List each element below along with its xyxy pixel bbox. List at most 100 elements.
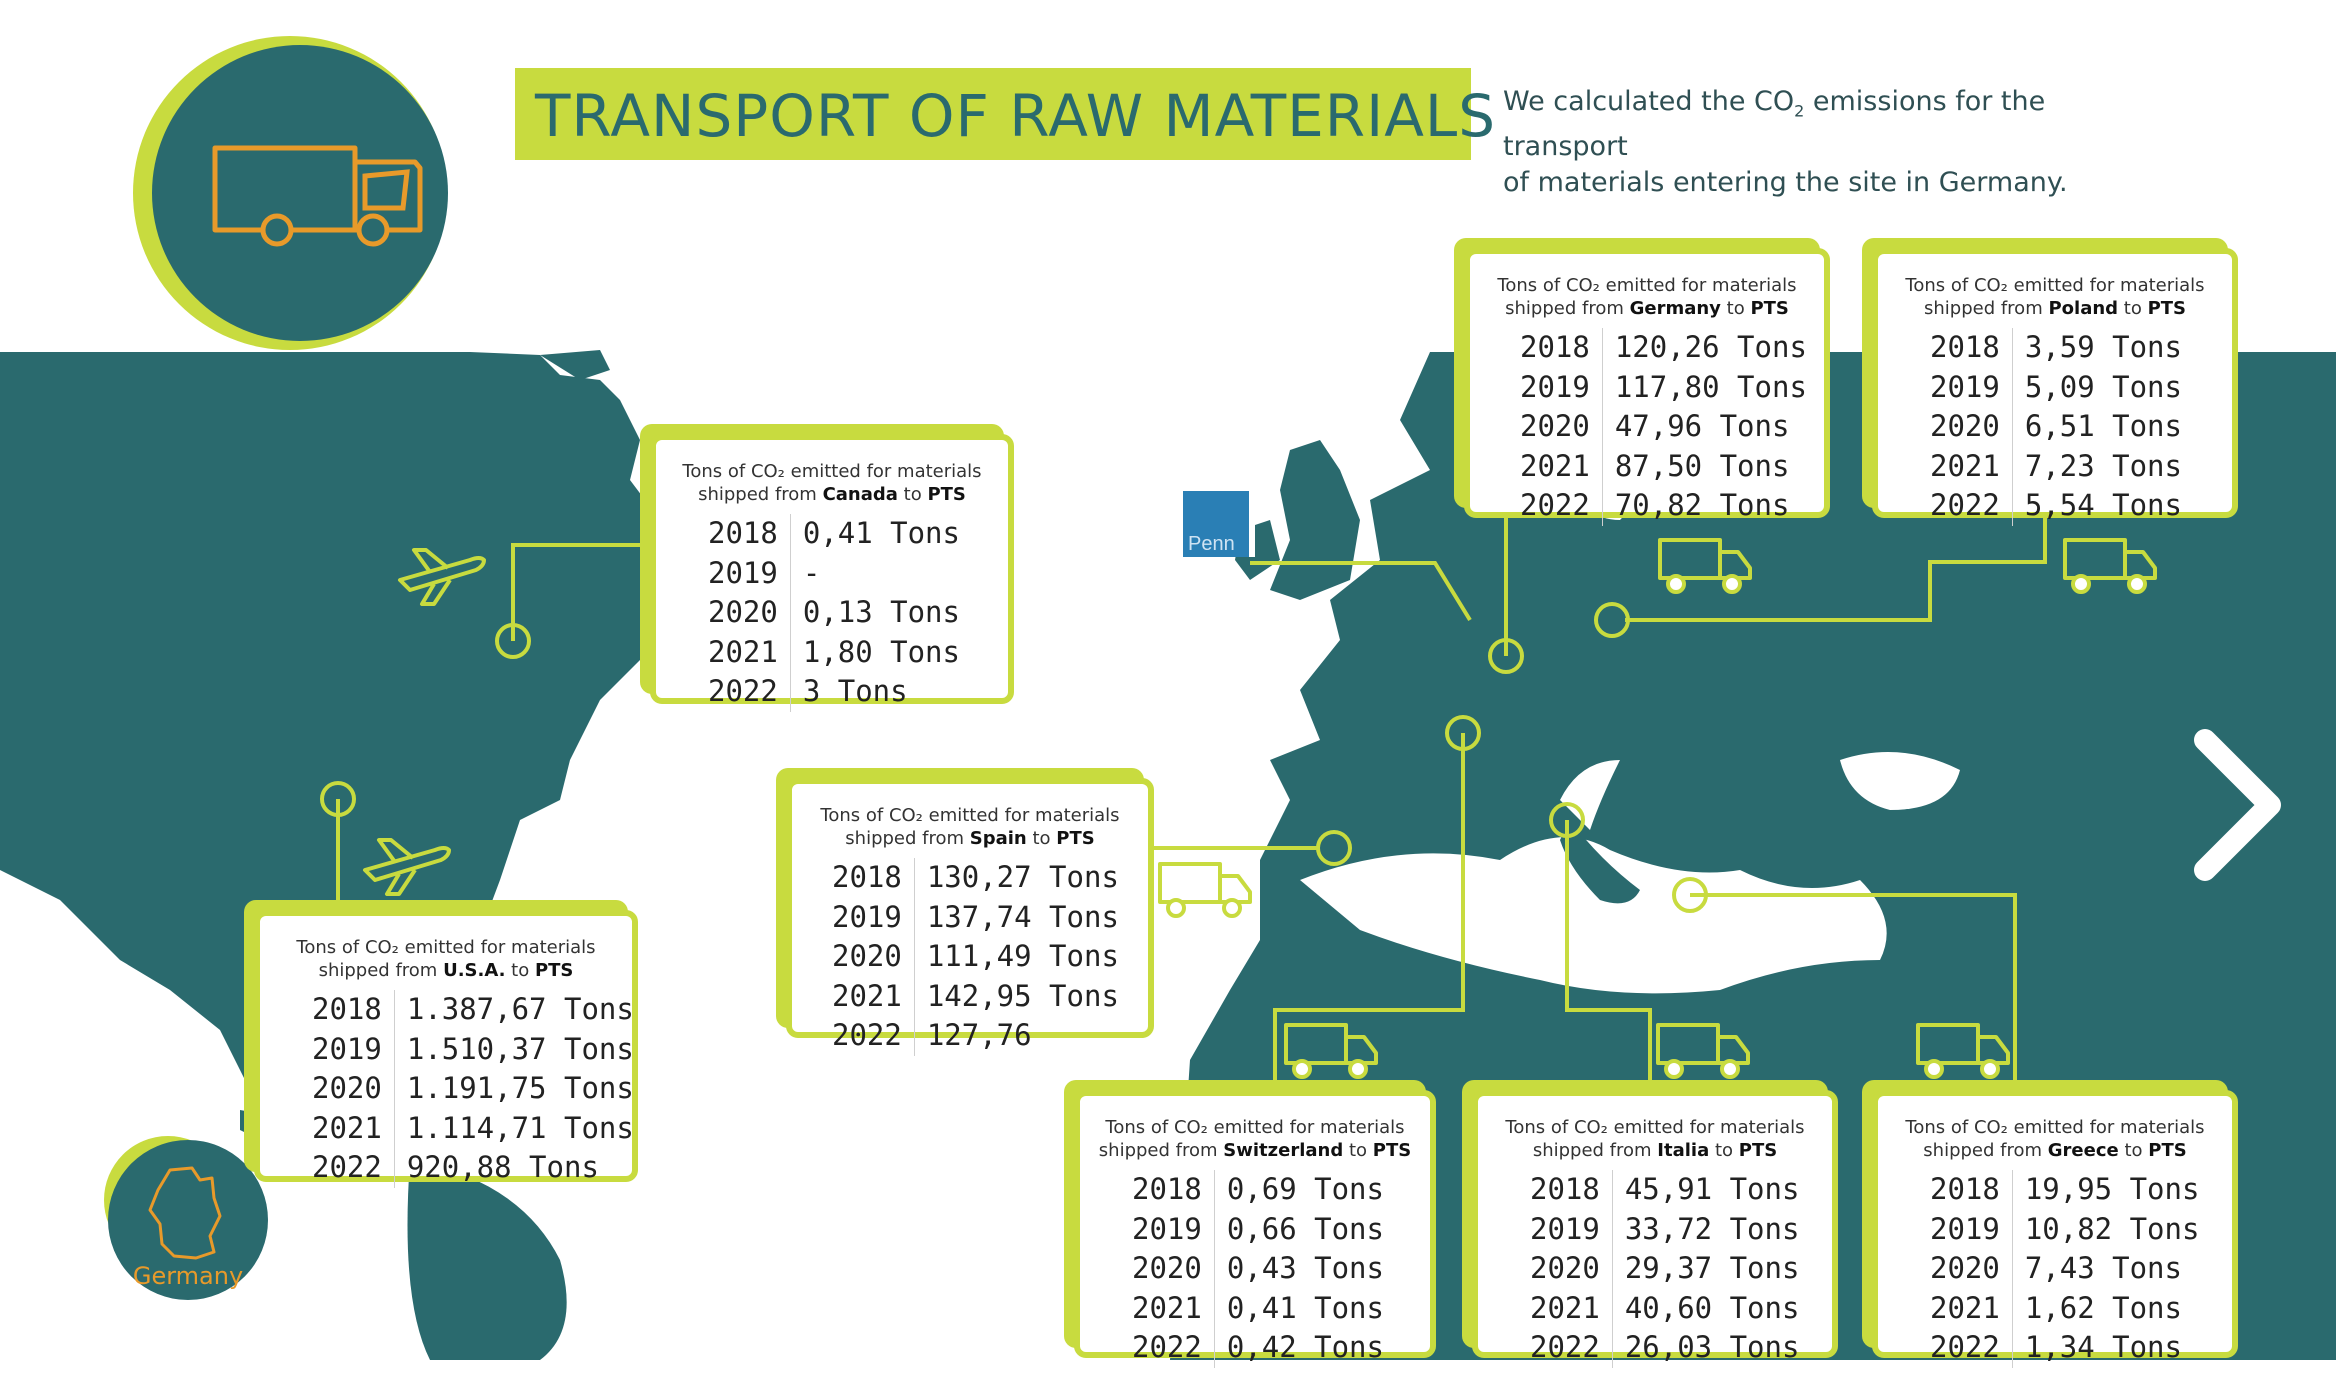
- value-cell: 29,37 Tons: [1624, 1251, 1800, 1285]
- table-row: 2021 87,50 Tons: [1520, 446, 1807, 486]
- value-cell: 0,66 Tons: [1226, 1211, 1384, 1246]
- emissions-table: 2018 1.387,67 Tons 2019 1.510,37 Tons 2020 1.…: [312, 990, 634, 1188]
- year-cell: 2019: [312, 1029, 395, 1069]
- value-cell: 120,26 Tons: [1614, 330, 1807, 364]
- table-row: 2019 10,82 Tons: [1930, 1209, 2200, 1249]
- card-caption: Tons of CO₂ emitted for materials shipped…: [1905, 1117, 2205, 1161]
- year-cell: 2020: [1530, 1249, 1613, 1289]
- year-cell: 2020: [1930, 1249, 2013, 1289]
- table-row: 2019 117,80 Tons: [1520, 367, 1807, 407]
- country-name: Germany: [1629, 298, 1721, 319]
- card-body: Tons of CO₂ emitted for materials shipped…: [1074, 1090, 1436, 1368]
- table-row: 2018 3,59 Tons: [1930, 328, 2182, 368]
- penn-logo: [1183, 491, 1249, 557]
- card-body: Tons of CO₂ emitted for materials shipped…: [1472, 1090, 1838, 1368]
- destination-name: PTS: [2148, 1140, 2187, 1161]
- card-body: Tons of CO₂ emitted for materials shipped…: [650, 434, 1014, 712]
- value-cell: 1.191,75 Tons: [406, 1071, 634, 1105]
- card-canada: Tons of CO₂ emitted for materials shipped…: [640, 424, 1014, 712]
- table-row: 2022 1,34 Tons: [1930, 1328, 2199, 1368]
- table-row: 2018 130,27 Tons: [832, 858, 1119, 898]
- germany-outline-icon: [148, 1166, 222, 1260]
- value-cell: 1,62 Tons: [2024, 1290, 2182, 1325]
- card-caption: Tons of CO₂ emitted for materials shipped…: [820, 805, 1120, 849]
- value-cell: 87,50 Tons: [1614, 448, 1790, 483]
- year-cell: 2019: [1530, 1209, 1613, 1249]
- value-cell: 70,82 Tons: [1614, 488, 1790, 522]
- destination-name: PTS: [927, 484, 966, 505]
- year-cell: 2018: [1930, 1170, 2013, 1210]
- card-body: Tons of CO₂ emitted for materials shipped…: [786, 778, 1154, 1056]
- year-cell: 2018: [1132, 1170, 1215, 1210]
- value-cell: 5,54 Tons: [2024, 488, 2182, 522]
- value-cell: -: [802, 555, 821, 590]
- table-row: 2018 1.387,67 Tons: [312, 990, 634, 1030]
- table-row: 2021 7,23 Tons: [1930, 446, 2182, 486]
- year-cell: 2021: [1530, 1288, 1613, 1328]
- year-cell: 2022: [1930, 486, 2013, 526]
- country-name: Greece: [2047, 1140, 2119, 1161]
- destination-name: PTS: [1738, 1140, 1778, 1161]
- germany-label: Germany: [132, 1262, 244, 1290]
- year-cell: 2019: [832, 897, 915, 937]
- value-cell: 920,88 Tons: [406, 1150, 599, 1184]
- card-caption: Tons of CO₂ emitted for materials shipped…: [1505, 1117, 1805, 1161]
- value-cell: 10,82 Tons: [2024, 1211, 2200, 1246]
- year-cell: 2018: [1530, 1170, 1613, 1210]
- value-cell: 1,34 Tons: [2024, 1330, 2182, 1364]
- table-row: 2022 26,03 Tons: [1530, 1328, 1799, 1368]
- year-cell: 2018: [312, 990, 395, 1030]
- value-cell: 26,03 Tons: [1624, 1330, 1800, 1364]
- year-cell: 2019: [1930, 367, 2013, 407]
- table-row: 2022 920,88 Tons: [312, 1148, 634, 1188]
- table-row: 2019-: [708, 553, 960, 593]
- card-caption: Tons of CO₂ emitted for materials shipped…: [682, 461, 982, 505]
- emissions-table: 2018 120,26 Tons 2019 117,80 Tons 2020 47,96 …: [1520, 328, 1807, 526]
- table-row: 2021 40,60 Tons: [1530, 1288, 1800, 1328]
- card-spain: Tons of CO₂ emitted for materials shipped…: [776, 768, 1154, 1056]
- value-cell: 117,80 Tons: [1614, 369, 1807, 404]
- table-row: 2019 33,72 Tons: [1530, 1209, 1799, 1249]
- year-cell: 2019: [708, 553, 791, 593]
- country-name: Poland: [2048, 298, 2119, 319]
- destination-name: PTS: [1056, 828, 1095, 849]
- value-cell: 7,23 Tons: [2024, 448, 2182, 483]
- table-row: 2020 0,43 Tons: [1132, 1249, 1384, 1289]
- year-cell: 2020: [1520, 407, 1603, 447]
- emissions-table: 2018 19,95 Tons 2019 10,82 Tons 2020 7,43 Ton…: [1930, 1170, 2199, 1368]
- table-row: 2018 19,95 Tons: [1930, 1170, 2199, 1210]
- year-cell: 2021: [1930, 1288, 2013, 1328]
- truck-icon: [212, 145, 423, 247]
- country-name: U.S.A.: [443, 960, 506, 981]
- year-cell: 2022: [1530, 1328, 1613, 1368]
- card-germany: Tons of CO₂ emitted for materials shipped…: [1454, 238, 1830, 526]
- table-row: 2018 0,41 Tons: [708, 514, 960, 554]
- year-cell: 2021: [1930, 446, 2013, 486]
- emissions-table: 2018 0,41 Tons 2019-2020 0,13 Tons 2021 1,80 …: [708, 514, 960, 712]
- country-name: Italia: [1657, 1140, 1710, 1161]
- table-row: 2019 5,09 Tons: [1930, 367, 2182, 407]
- year-cell: 2020: [832, 937, 915, 977]
- page-title: TRANSPORT OF RAW MATERIALS: [535, 82, 1497, 150]
- card-body: Tons of CO₂ emitted for materials shipped…: [1464, 248, 1830, 526]
- penn-logo-text: Penn: [1188, 533, 1235, 555]
- value-cell: 1.114,71 Tons: [406, 1110, 634, 1145]
- year-cell: 2022: [1132, 1328, 1215, 1368]
- table-row: 2021 1,80 Tons: [708, 632, 960, 672]
- year-cell: 2021: [312, 1108, 395, 1148]
- card-greece: Tons of CO₂ emitted for materials shipped…: [1862, 1080, 2238, 1368]
- intro-text: We calculated the CO2 emissions for the …: [1503, 86, 2068, 199]
- table-row: 2020 7,43 Tons: [1930, 1249, 2199, 1289]
- table-row: 2022 127,76: [832, 1016, 1119, 1056]
- value-cell: 40,60 Tons: [1624, 1290, 1800, 1325]
- truck-icon: [1158, 862, 1252, 918]
- table-row: 2020 1.191,75 Tons: [312, 1069, 634, 1109]
- table-row: 2021 1,62 Tons: [1930, 1288, 2199, 1328]
- emissions-table: 2018 3,59 Tons 2019 5,09 Tons 2020 6,51 Tons 2…: [1930, 328, 2182, 526]
- table-row: 2019 0,66 Tons: [1132, 1209, 1384, 1249]
- table-row: 2022 5,54 Tons: [1930, 486, 2182, 526]
- country-name: Canada: [822, 484, 898, 505]
- value-cell: 0,69 Tons: [1226, 1172, 1384, 1206]
- year-cell: 2021: [1520, 446, 1603, 486]
- value-cell: 3,59 Tons: [2024, 330, 2182, 364]
